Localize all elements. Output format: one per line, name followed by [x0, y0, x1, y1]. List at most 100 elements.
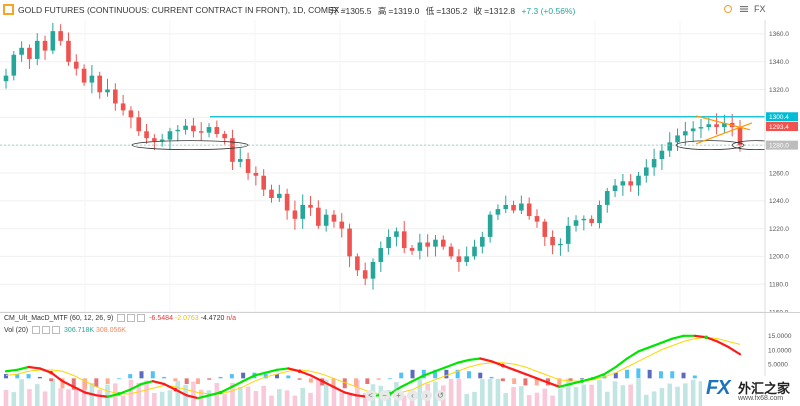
volume-bar	[464, 393, 470, 406]
symbol-icon[interactable]	[3, 4, 14, 15]
histogram-bar	[681, 372, 686, 379]
candle-body	[456, 256, 462, 262]
alert-icon[interactable]	[724, 5, 732, 13]
volume-bar	[3, 390, 9, 406]
histogram-bar	[557, 378, 562, 386]
macd-line-segment	[162, 382, 177, 391]
candle-body	[206, 127, 212, 133]
volume-bar	[690, 379, 696, 406]
candle-body	[620, 181, 626, 186]
histogram-bar	[466, 371, 471, 379]
candle-body	[472, 246, 477, 257]
volume-bar	[191, 381, 196, 406]
macd-line-segment	[513, 368, 527, 376]
zoom-in-button[interactable]: +	[393, 390, 404, 401]
macd-line-segment	[242, 374, 256, 383]
histogram-bar	[83, 378, 88, 390]
support-ellipse-mid	[675, 140, 745, 151]
macd-close-icon[interactable]	[137, 314, 146, 322]
volume-bar	[34, 384, 40, 406]
macd-line-segment	[332, 385, 346, 394]
histogram-bar	[229, 374, 234, 379]
macd-settings-icon[interactable]	[117, 314, 126, 322]
histogram-bar	[365, 378, 370, 384]
candle-body	[253, 172, 259, 176]
zoom-out-button[interactable]: −	[379, 390, 390, 401]
volume-bar	[417, 378, 423, 406]
scroll-right-button[interactable]: ›	[421, 390, 432, 401]
candle-body	[175, 129, 181, 132]
candle-body	[409, 248, 415, 251]
volume-bar	[667, 383, 673, 406]
reset-button[interactable]: ↺	[435, 390, 446, 401]
macd-line-segment	[208, 391, 222, 397]
volume-bar	[573, 387, 579, 406]
volume-settings-icon[interactable]	[32, 326, 41, 334]
candle-body	[651, 159, 657, 168]
menu-icon[interactable]	[740, 6, 748, 12]
histogram-bar	[387, 378, 392, 380]
macd-line-segment	[174, 388, 188, 397]
candle-body	[581, 218, 587, 221]
histogram-bar	[410, 369, 415, 379]
high-value: =1319.0	[388, 6, 420, 16]
volume-close-icon[interactable]	[52, 326, 61, 334]
macd-tick-label: 15.0000	[768, 333, 792, 340]
histogram-bar	[500, 378, 505, 382]
macd-value-2: -2.0763	[174, 314, 199, 322]
macd-hide-icon[interactable]	[127, 314, 136, 322]
volume-bar	[339, 392, 345, 406]
volume-bar	[636, 378, 641, 406]
symbol-dropdown-icon[interactable]: ▿	[341, 5, 346, 15]
volume-bar	[222, 394, 227, 406]
cross-marker	[117, 392, 121, 396]
volume-bar	[253, 390, 259, 406]
low-value: =1305.2	[436, 6, 468, 16]
histogram-bar	[60, 378, 65, 389]
candle-body	[519, 203, 524, 211]
candle-body	[73, 61, 79, 69]
resistance-price-tag-bg	[766, 112, 798, 122]
candle-body	[183, 125, 188, 130]
histogram-bar	[308, 378, 313, 383]
volume-bar	[487, 378, 493, 406]
resistance-price-tag-text: 1300.4	[769, 114, 789, 121]
candle-body	[565, 225, 571, 244]
macd-line-segment	[38, 367, 53, 374]
histogram-bar	[331, 378, 336, 387]
volume-bar	[230, 382, 235, 406]
price-chart[interactable]: 1360.01340.01320.01300.01280.01260.01240…	[0, 20, 800, 312]
watermark-url: www.fx68.com	[738, 395, 784, 402]
candle-body	[675, 135, 680, 143]
volume-bar	[66, 389, 71, 406]
candle-body	[433, 239, 438, 247]
histogram-bar	[105, 378, 110, 384]
volume-bar	[628, 384, 633, 406]
histogram-bar	[241, 372, 246, 379]
volume-bar	[284, 390, 290, 406]
volume-bar	[347, 392, 352, 406]
volume-bar	[534, 392, 540, 406]
price-axis-bg	[765, 20, 800, 312]
volume-bar	[42, 391, 48, 406]
candle-body	[3, 75, 9, 82]
volume-indicator-name[interactable]: Vol (20)	[4, 326, 29, 334]
volume-bar	[206, 390, 212, 406]
histogram-bar	[647, 369, 652, 379]
candle-body	[370, 261, 376, 279]
candle-body	[339, 221, 345, 229]
price-grid	[0, 20, 765, 312]
volume-hide-icon[interactable]	[42, 326, 51, 334]
pane-divider	[0, 312, 800, 313]
candle-body	[347, 228, 352, 257]
candlestick-series	[3, 22, 743, 290]
macd-line-segment	[546, 381, 561, 388]
candle-body	[604, 191, 610, 205]
nav-prev-button[interactable]: <	[365, 390, 376, 401]
macd-line-segment	[196, 394, 211, 400]
scroll-left-button[interactable]: ‹	[407, 390, 418, 401]
candle-body	[534, 216, 540, 222]
volume-bar	[362, 392, 368, 406]
macd-indicator-name[interactable]: CM_Ult_MacD_MTF (60, 12, 26, 9)	[4, 314, 114, 322]
